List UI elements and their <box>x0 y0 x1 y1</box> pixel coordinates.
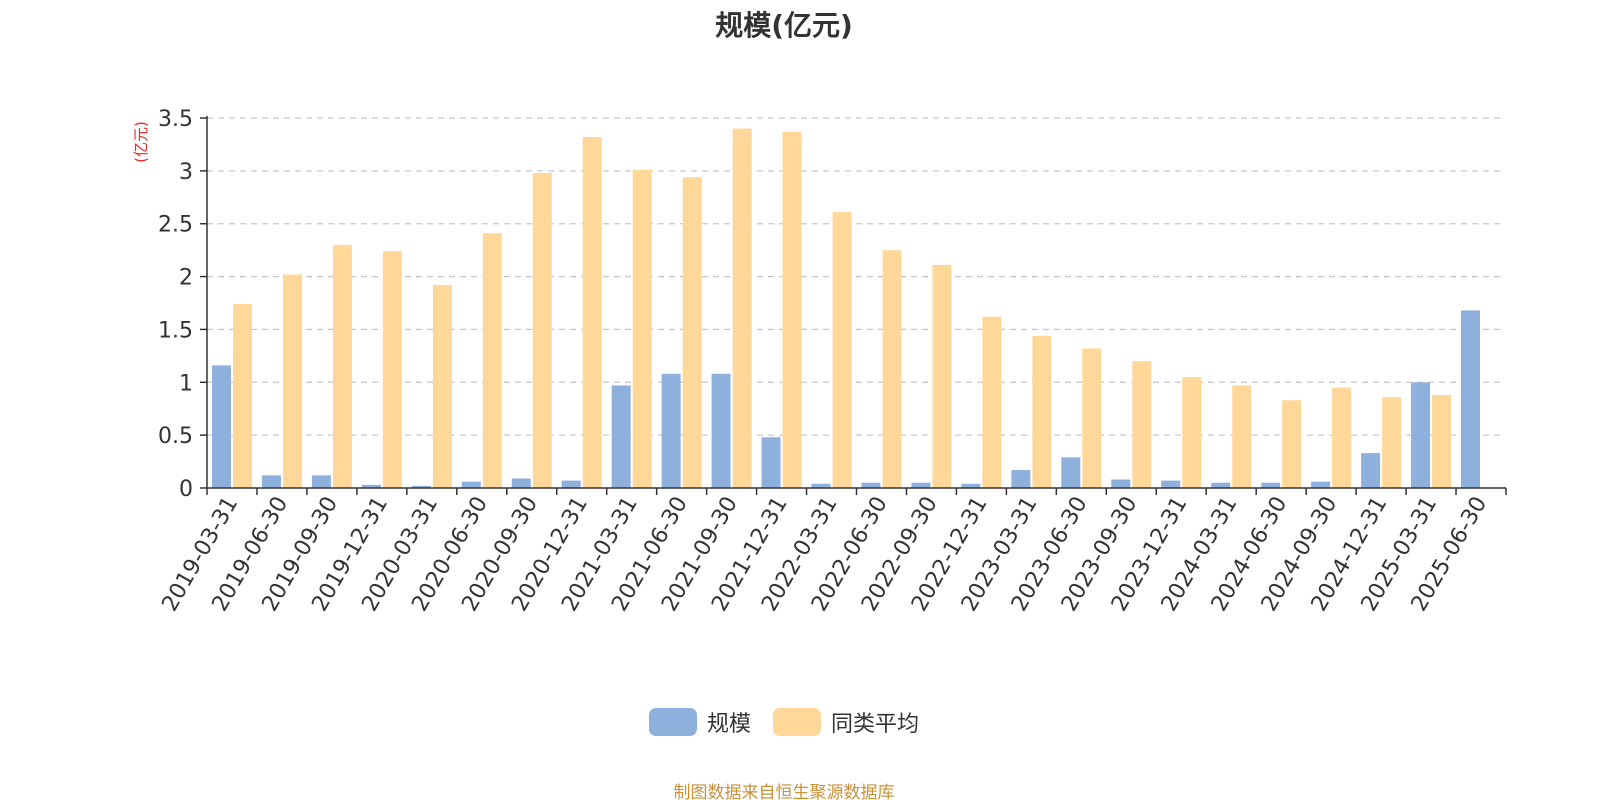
bar-average[interactable] <box>582 137 602 488</box>
bar-scale[interactable] <box>861 482 881 488</box>
bar-average[interactable] <box>932 264 952 488</box>
bar-scale[interactable] <box>211 365 231 488</box>
data-source-note: 制图数据来自恒生聚源数据库 <box>673 783 895 800</box>
legend-label-scale: 规模 <box>706 712 751 737</box>
bar-average[interactable] <box>882 250 902 488</box>
legend-label-average: 同类平均 <box>831 712 920 737</box>
bar-average[interactable] <box>432 285 452 488</box>
bar-scale[interactable] <box>1411 382 1431 488</box>
y-tick-label: 1.5 <box>158 318 193 343</box>
bar-average[interactable] <box>1032 335 1052 488</box>
bar-scale[interactable] <box>361 484 381 488</box>
bar-scale[interactable] <box>811 483 831 488</box>
bar-scale[interactable] <box>311 475 331 488</box>
y-tick-label: 2 <box>179 266 193 291</box>
bar-scale[interactable] <box>1111 479 1131 488</box>
y-tick-label: 1 <box>179 371 193 396</box>
bar-scale[interactable] <box>461 481 481 488</box>
legend-item-scale[interactable]: 规模 <box>648 706 751 738</box>
bar-average[interactable] <box>982 316 1002 488</box>
bar-scale[interactable] <box>1161 480 1181 488</box>
legend: 规模 同类平均 <box>0 706 1568 738</box>
bar-scale[interactable] <box>1061 457 1081 488</box>
bar-average[interactable] <box>782 131 802 488</box>
bar-scale[interactable] <box>1261 482 1281 488</box>
bar-scale[interactable] <box>1011 470 1031 488</box>
bar-scale[interactable] <box>411 485 431 488</box>
bar-average[interactable] <box>1282 400 1302 488</box>
bar-scale[interactable] <box>911 482 931 488</box>
bar-average[interactable] <box>1382 397 1402 488</box>
bar-scale[interactable] <box>661 373 681 488</box>
y-tick-label: 2.5 <box>158 213 193 238</box>
bar-scale[interactable] <box>261 475 281 488</box>
bar-average[interactable] <box>1132 361 1152 488</box>
bars <box>211 128 1481 489</box>
bar-scale[interactable] <box>561 480 581 488</box>
bar-average[interactable] <box>1232 385 1252 488</box>
legend-item-average[interactable]: 同类平均 <box>773 706 919 738</box>
axes: 00.511.522.533.52019-03-312019-06-302019… <box>158 107 1507 616</box>
legend-swatch-average <box>773 708 821 736</box>
bar-average[interactable] <box>1082 348 1102 488</box>
y-axis-unit-label: (亿元) <box>132 121 150 163</box>
bar-average[interactable] <box>232 304 252 488</box>
legend-swatch-scale <box>648 708 697 736</box>
bar-average[interactable] <box>732 128 752 489</box>
bar-average[interactable] <box>1182 377 1202 488</box>
bar-chart: 00.511.522.533.52019-03-312019-06-302019… <box>132 107 1507 616</box>
bar-scale[interactable] <box>1361 453 1381 488</box>
bar-average[interactable] <box>1432 394 1452 488</box>
bar-average[interactable] <box>332 244 352 488</box>
bar-average[interactable] <box>482 233 502 488</box>
bar-scale[interactable] <box>1461 310 1481 488</box>
bar-average[interactable] <box>282 274 302 488</box>
bar-scale[interactable] <box>511 478 531 488</box>
y-tick-label: 0.5 <box>158 424 193 449</box>
y-tick-label: 3.5 <box>158 107 193 132</box>
bar-scale[interactable] <box>711 373 731 488</box>
bar-scale[interactable] <box>1311 481 1331 488</box>
bar-scale[interactable] <box>611 385 631 488</box>
chart-title: 规模(亿元) <box>715 9 853 42</box>
bar-scale[interactable] <box>961 483 981 488</box>
y-tick-label: 0 <box>179 477 193 502</box>
bar-average[interactable] <box>1332 387 1352 488</box>
bar-scale[interactable] <box>1211 482 1231 488</box>
y-tick-label: 3 <box>179 160 193 185</box>
bar-average[interactable] <box>682 177 702 488</box>
bar-average[interactable] <box>532 172 552 488</box>
bar-average[interactable] <box>382 251 402 488</box>
bar-average[interactable] <box>832 212 852 489</box>
bar-average[interactable] <box>632 169 652 489</box>
bar-scale[interactable] <box>761 437 781 488</box>
